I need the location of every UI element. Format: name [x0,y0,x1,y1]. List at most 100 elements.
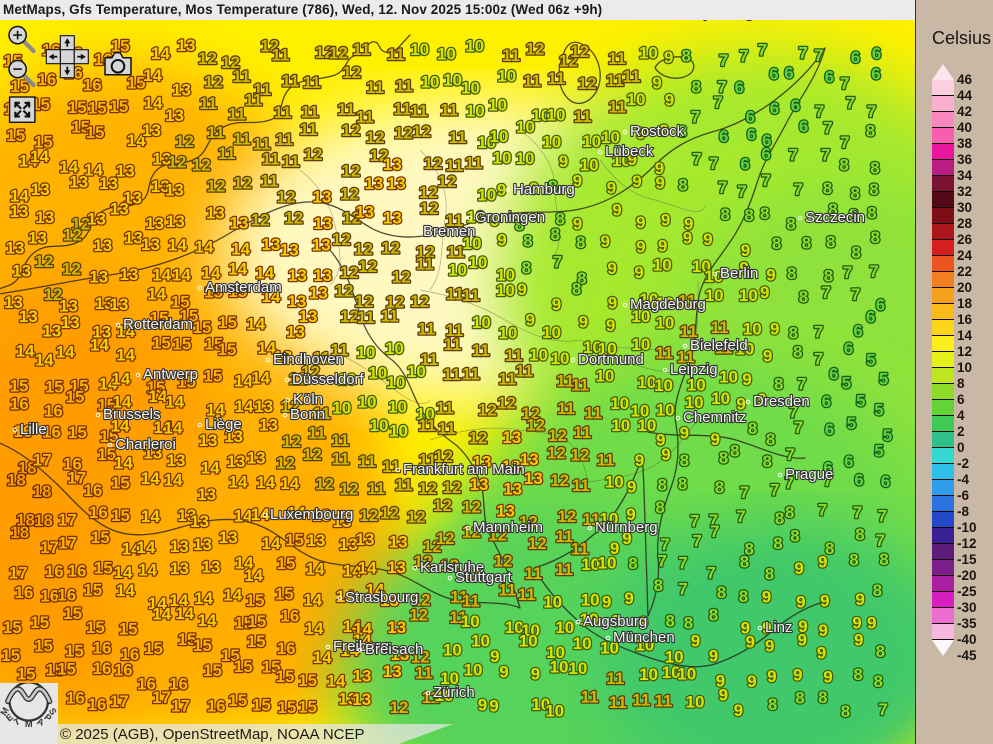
svg-text:9: 9 [634,263,643,282]
svg-text:11: 11 [281,71,299,90]
svg-text:12: 12 [433,496,452,515]
svg-text:11: 11 [443,365,461,384]
svg-text:11: 11 [436,399,454,418]
svg-text:16: 16 [207,697,226,716]
svg-text:13: 13 [110,199,129,218]
svg-text:11: 11 [632,691,650,710]
svg-text:16: 16 [42,41,61,60]
svg-text:9: 9 [711,430,720,449]
svg-text:7: 7 [719,51,728,70]
svg-text:11: 11 [438,419,456,438]
svg-text:10: 10 [550,657,569,676]
svg-text:13: 13 [352,690,371,709]
svg-text:6: 6 [799,117,808,136]
svg-text:M: M [25,719,33,729]
svg-text:Stuttgart: Stuttgart [455,569,513,586]
svg-text:13: 13 [170,537,189,556]
svg-text:11: 11 [472,341,490,360]
svg-text:6: 6 [829,365,838,384]
svg-text:8: 8 [823,179,832,198]
svg-text:13: 13 [42,321,61,340]
svg-text:9: 9 [632,172,641,191]
svg-text:Strasbourg: Strasbourg [345,589,418,606]
svg-text:8: 8 [774,374,783,393]
svg-text:12: 12 [420,199,439,218]
svg-text:13: 13 [19,307,38,326]
svg-text:11: 11 [581,687,599,706]
svg-text:10: 10 [461,612,480,631]
svg-text:7: 7 [878,700,887,719]
svg-text:7: 7 [713,93,722,112]
svg-text:16: 16 [45,562,64,581]
svg-text:Breisach: Breisach [365,641,423,658]
svg-text:6: 6 [866,308,875,327]
svg-text:12: 12 [548,426,567,445]
svg-text:10: 10 [389,422,408,441]
svg-text:9: 9 [680,423,689,442]
svg-text:12: 12 [282,432,301,451]
svg-text:8: 8 [692,77,701,96]
svg-text:11: 11 [381,307,399,326]
svg-text:13: 13 [99,174,118,193]
svg-text:11: 11 [395,475,413,494]
svg-text:15: 15 [152,333,171,352]
svg-text:14: 14 [256,473,275,492]
svg-text:14: 14 [358,559,377,578]
svg-text:9: 9 [867,613,876,632]
svg-text:15: 15 [111,474,130,493]
svg-text:10: 10 [488,95,507,114]
svg-text:Bonn: Bonn [290,406,325,423]
svg-text:8: 8 [522,258,531,277]
svg-text:9: 9 [823,667,832,686]
svg-text:10: 10 [466,101,485,120]
svg-text:15: 15 [203,367,222,386]
svg-text:12: 12 [342,63,361,82]
svg-text:9: 9 [683,229,692,248]
svg-text:15: 15 [17,665,36,684]
svg-text:16: 16 [44,401,63,420]
svg-text:12: 12 [277,187,296,206]
svg-text:12: 12 [526,416,545,435]
svg-text:17: 17 [40,538,59,557]
svg-text:6: 6 [770,99,779,118]
svg-text:12: 12 [526,39,545,58]
svg-text:12: 12 [410,292,429,311]
svg-text:9: 9 [499,662,508,681]
svg-text:8: 8 [850,184,859,203]
svg-text:12: 12 [528,534,547,553]
svg-text:10: 10 [516,118,535,137]
svg-text:7: 7 [794,180,803,199]
svg-text:9: 9 [602,593,611,612]
svg-text:8: 8 [876,642,885,661]
svg-text:17: 17 [33,451,52,470]
svg-text:18: 18 [34,511,53,530]
svg-text:12: 12 [63,225,82,244]
svg-text:10: 10 [368,363,387,382]
svg-text:8: 8 [576,233,585,252]
svg-text:12: 12 [192,156,211,175]
svg-text:Frankfurt am Main: Frankfurt am Main [403,461,525,478]
svg-text:14: 14 [246,314,265,333]
svg-text:13: 13 [383,155,402,174]
svg-text:8: 8 [763,452,772,471]
svg-text:12: 12 [557,507,576,526]
svg-text:15: 15 [277,554,296,573]
svg-text:15: 15 [234,657,253,676]
svg-text:13: 13 [35,208,54,227]
svg-text:Düsseldorf: Düsseldorf [292,371,365,388]
svg-text:9: 9 [478,696,487,715]
svg-text:10: 10 [493,148,512,167]
svg-text:Hamburg: Hamburg [513,181,575,198]
svg-text:11: 11 [608,49,626,68]
svg-text:16: 16 [169,674,188,693]
svg-text:7: 7 [840,133,849,152]
svg-text:11: 11 [367,479,385,498]
svg-text:12: 12 [276,454,295,473]
svg-text:13: 13 [313,187,332,206]
svg-text:8: 8 [773,534,782,553]
svg-text:6: 6 [876,295,885,314]
svg-text:10: 10 [656,401,675,420]
svg-text:13: 13 [145,214,164,233]
svg-text:11: 11 [584,404,602,423]
svg-text:7: 7 [678,554,687,573]
